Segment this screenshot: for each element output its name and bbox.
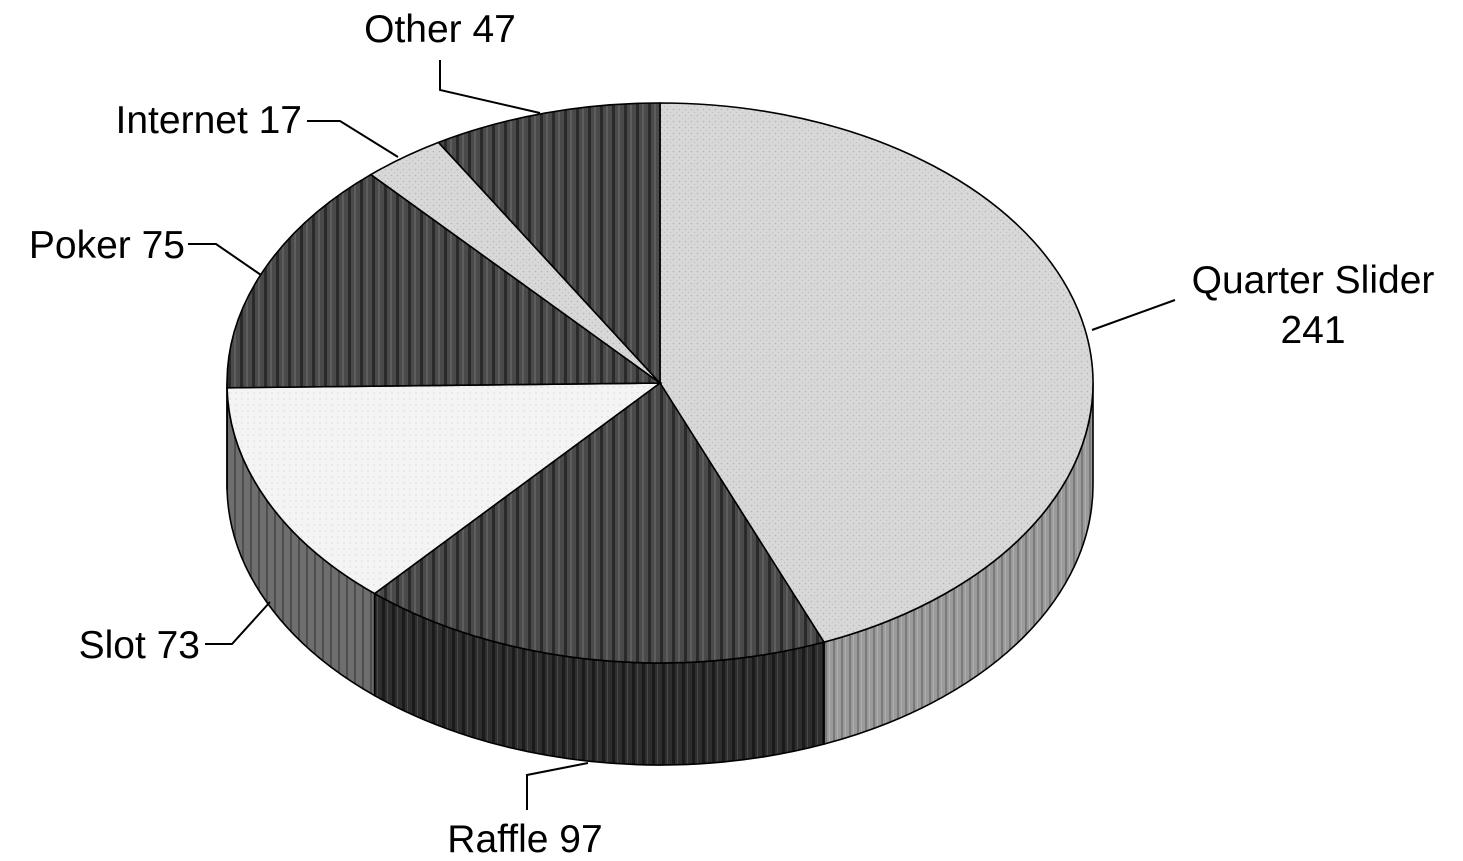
data-label-internet: Internet 17: [116, 99, 302, 142]
data-label-other: Other 47: [364, 8, 516, 51]
leader-line-internet: [307, 121, 398, 157]
leader-line-quarter-slider: [1092, 300, 1175, 330]
leader-line-slot: [205, 602, 270, 644]
data-label-quarter-slider-line-1: Quarter Slider: [1192, 259, 1435, 302]
leader-line-raffle: [527, 763, 588, 810]
data-label-quarter-slider-line-2: 241: [1280, 309, 1345, 352]
data-label-poker: Poker 75: [29, 224, 185, 267]
data-label-raffle: Raffle 97: [447, 818, 602, 861]
leader-line-poker: [188, 244, 261, 275]
leader-line-other: [440, 60, 540, 113]
data-label-slot: Slot 73: [79, 624, 200, 667]
